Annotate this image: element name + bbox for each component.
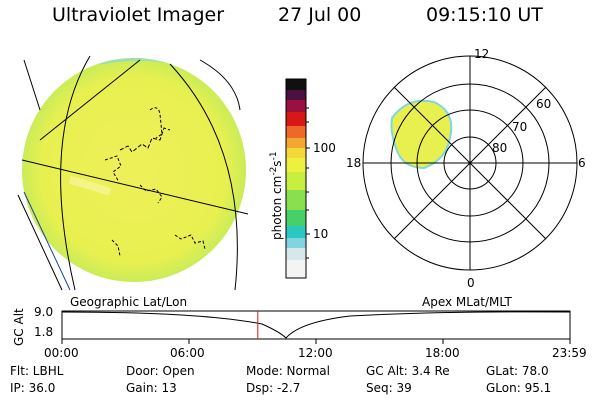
instrument-title: Ultraviolet Imager — [52, 4, 225, 26]
unit-text: photon cm — [270, 175, 284, 240]
geographic-projection-label: Geographic Lat/Lon — [70, 295, 188, 309]
footer-door: Door: Open — [126, 364, 195, 378]
footer-glat: GLat: 78.0 — [486, 364, 549, 378]
gc-alt-axis-label: GC Alt — [12, 308, 26, 346]
footer-gc-alt: GC Alt: 3.4 Re — [366, 364, 450, 378]
footer-gain: Gain: 13 — [126, 381, 177, 395]
date-label: 27 Jul 00 — [278, 4, 362, 26]
mlt-0-label: 0 — [467, 276, 475, 290]
unit-sup-s: -1 — [269, 151, 279, 161]
time-tick-4: 23:59 — [552, 346, 587, 360]
footer-dsp: Dsp: -2.7 — [246, 381, 301, 395]
lat-80-label: 80 — [492, 141, 508, 155]
footer-flt: Flt: LBHL — [10, 364, 64, 378]
mlt-18-label: 18 — [346, 156, 362, 170]
footer-ip: IP: 36.0 — [10, 381, 56, 395]
unit-s: s — [270, 160, 284, 167]
uv-image-disc — [17, 55, 249, 291]
colorbar — [285, 78, 310, 279]
time-tick-2: 12:00 — [298, 346, 333, 360]
time-tick-0: 00:00 — [44, 346, 79, 360]
colorbar-unit-label: photon cm-2s-1 — [269, 151, 284, 240]
lat-70-label: 70 — [512, 120, 528, 134]
footer-glon: GLon: 95.1 — [486, 381, 552, 395]
altitude-strip — [61, 310, 571, 344]
lat-60-label: 60 — [536, 97, 552, 111]
unit-sup-cm: -2 — [269, 166, 279, 176]
alt-ymax-label: 9.0 — [34, 305, 54, 319]
time-tick-1: 06:00 — [170, 346, 205, 360]
polar-plot — [362, 55, 578, 271]
colorbar-tick-100: 100 — [313, 141, 336, 155]
mlt-12-label: 12 — [474, 47, 490, 61]
footer-seq: Seq: 39 — [366, 381, 412, 395]
time-tick-3: 18:00 — [425, 346, 460, 360]
mlt-6-label: 6 — [578, 156, 586, 170]
alt-ymin-label: 1.8 — [34, 325, 54, 339]
apex-projection-label: Apex MLat/MLT — [422, 295, 512, 309]
colorbar-tick-10: 10 — [313, 227, 329, 241]
footer-mode: Mode: Normal — [246, 364, 330, 378]
time-label: 09:15:10 UT — [426, 4, 543, 26]
